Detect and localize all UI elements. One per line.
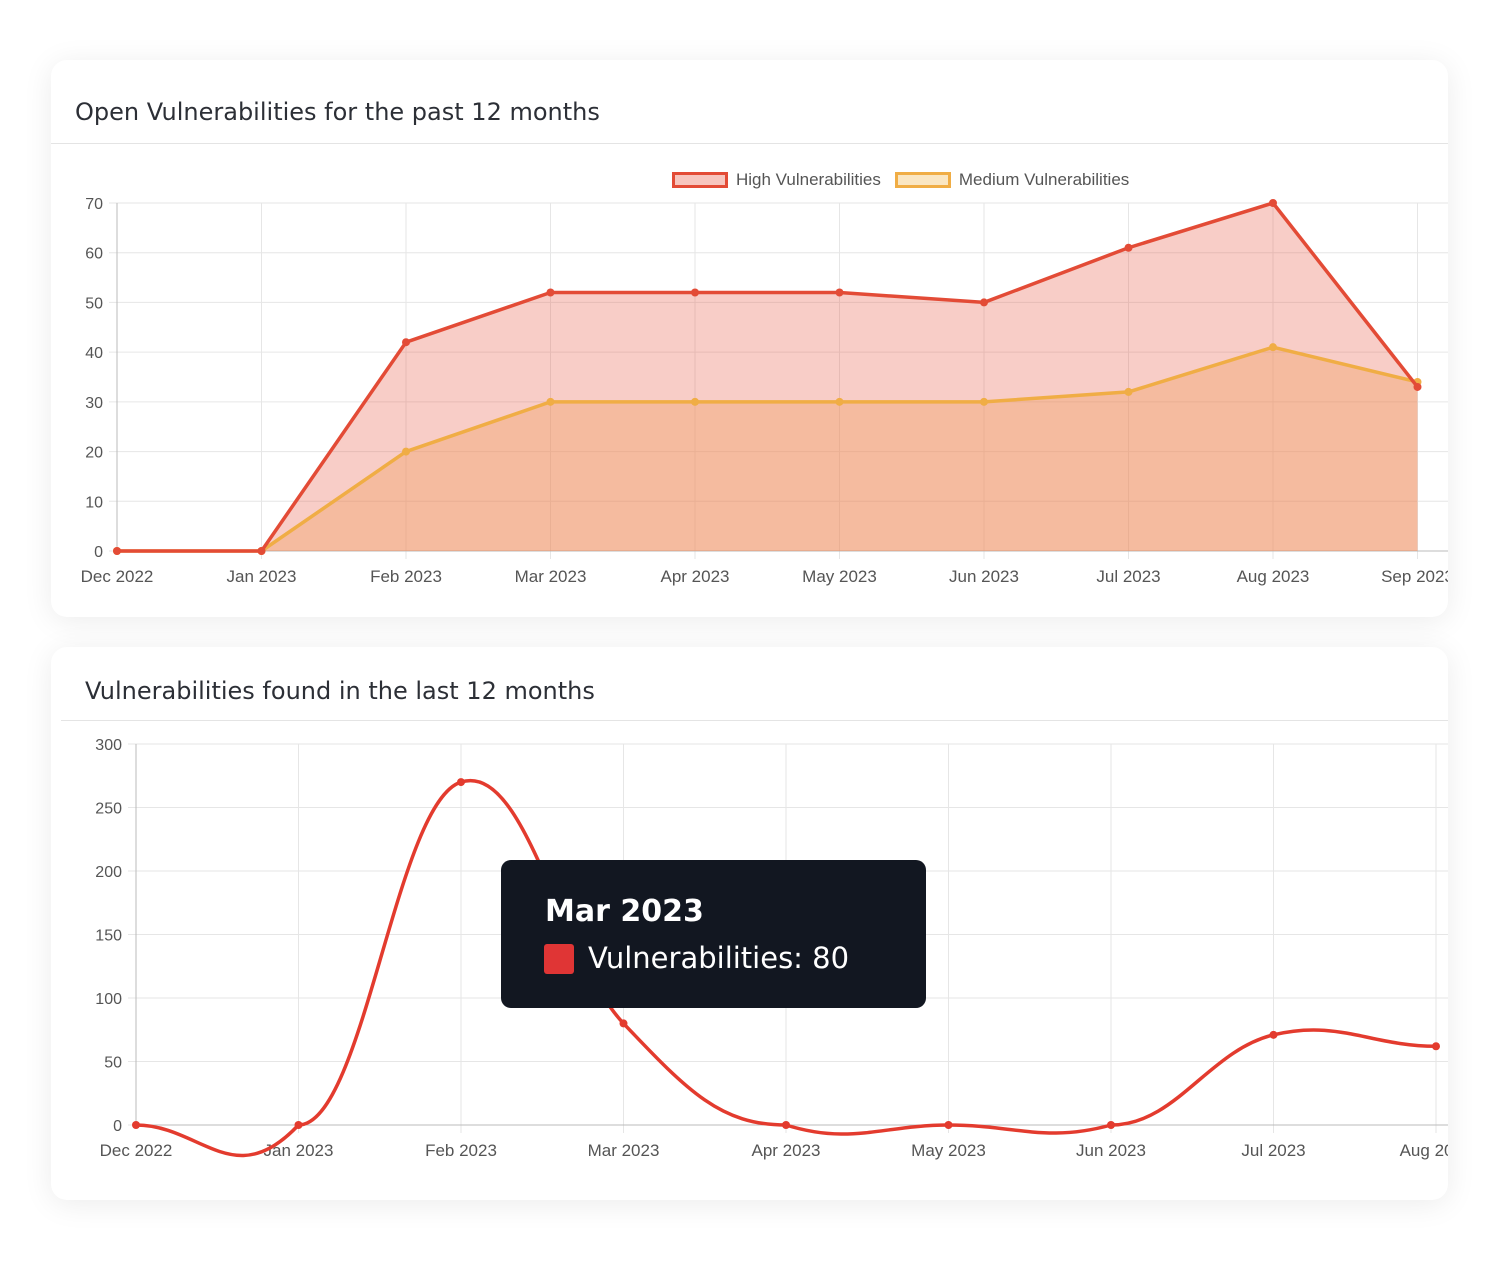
area-fill-medium bbox=[117, 347, 1418, 551]
y-tick-label: 0 bbox=[94, 544, 103, 561]
data-point-high bbox=[1269, 199, 1277, 207]
x-tick-label: Feb 2023 bbox=[370, 567, 442, 586]
x-tick-label: Aug 2023 bbox=[1400, 1141, 1448, 1160]
x-tick-label: Dec 2022 bbox=[81, 567, 154, 586]
tooltip-swatch bbox=[544, 944, 574, 974]
data-point-medium bbox=[835, 397, 844, 406]
x-tick-label: Apr 2023 bbox=[752, 1141, 821, 1160]
legend-label-medium: Medium Vulnerabilities bbox=[958, 170, 1130, 189]
series-line-high bbox=[117, 201, 1419, 553]
y-tick-label: 40 bbox=[85, 345, 103, 362]
y-tick-label: 200 bbox=[95, 864, 122, 881]
data-point-high bbox=[402, 338, 410, 347]
x-tick-label: Jan 2023 bbox=[227, 567, 297, 586]
x-tick-label: Jun 2023 bbox=[1076, 1141, 1146, 1160]
data-point-high bbox=[546, 288, 555, 297]
y-tick-label: 70 bbox=[85, 196, 103, 213]
chart1-title: Open Vulnerabilities for the past 12 mon… bbox=[75, 98, 600, 126]
data-point-vulnerabilities bbox=[782, 1121, 790, 1129]
y-tick-label: 150 bbox=[95, 928, 122, 945]
legend-label-high: High Vulnerabilities bbox=[736, 170, 881, 189]
data-point-vulnerabilities bbox=[1107, 1121, 1115, 1129]
x-tick-label: Sep 2023 bbox=[1381, 567, 1448, 586]
data-point-medium bbox=[980, 397, 988, 406]
open-vulnerabilities-chart: 0 10 20 30 40 50 60 70 Dec 2022 Jan 2023 Feb 2023 M… bbox=[81, 196, 1448, 586]
x-tick-label: Feb 2023 bbox=[425, 1141, 497, 1160]
chart-tooltip: Mar 2023 Vulnerabilities: 80 bbox=[501, 860, 926, 1008]
data-point-medium bbox=[546, 397, 555, 406]
x-tick-label: Dec 2022 bbox=[100, 1141, 173, 1160]
x-tick-label: Aug 2023 bbox=[1237, 567, 1310, 586]
y-tick-label: 0 bbox=[113, 1118, 122, 1135]
data-point-high bbox=[113, 547, 121, 555]
x-tick-label: Jan 2023 bbox=[264, 1141, 334, 1160]
data-point-vulnerabilities bbox=[1269, 1030, 1278, 1039]
data-point-high bbox=[257, 547, 266, 555]
data-point-vulnerabilities bbox=[1432, 1042, 1440, 1051]
chart2-divider bbox=[61, 720, 1448, 721]
data-point-vulnerabilities bbox=[944, 1121, 953, 1129]
legend-item-medium[interactable]: Medium Vulnerabilities bbox=[894, 170, 1130, 190]
data-point-medium bbox=[402, 447, 410, 456]
chart1-legend: High Vulnerabilities Medium Vulnerabilit… bbox=[672, 170, 1143, 190]
data-point-high bbox=[1413, 382, 1422, 391]
data-point-medium bbox=[1124, 387, 1133, 396]
y-tick-label: 300 bbox=[95, 737, 122, 754]
data-point-medium bbox=[691, 397, 699, 406]
y-tick-label: 10 bbox=[85, 494, 103, 511]
x-tick-label: Jul 2023 bbox=[1241, 1141, 1305, 1160]
area-fill-high bbox=[117, 203, 1418, 551]
data-point-high bbox=[980, 298, 988, 307]
x-tick-label: Jun 2023 bbox=[949, 567, 1019, 586]
data-point-vulnerabilities bbox=[132, 1121, 140, 1129]
x-tick-label: Mar 2023 bbox=[515, 567, 587, 586]
x-tick-label: May 2023 bbox=[911, 1141, 986, 1160]
y-tick-label: 50 bbox=[85, 295, 103, 312]
open-vulnerabilities-card: Open Vulnerabilities for the past 12 mon… bbox=[51, 60, 1448, 617]
legend-swatch-high bbox=[672, 172, 728, 188]
data-point-vulnerabilities bbox=[294, 1121, 303, 1129]
tooltip-label: Vulnerabilities: 80 bbox=[588, 941, 850, 975]
y-tick-label: 60 bbox=[85, 246, 103, 263]
chart2-title: Vulnerabilities found in the last 12 mon… bbox=[85, 677, 595, 705]
y-tick-label: 20 bbox=[85, 445, 103, 462]
data-point-high bbox=[1124, 243, 1133, 252]
x-tick-label: Mar 2023 bbox=[588, 1141, 660, 1160]
y-tick-label: 50 bbox=[104, 1055, 122, 1072]
y-tick-label: 100 bbox=[95, 991, 122, 1008]
series-line-medium bbox=[117, 345, 1418, 553]
x-tick-label: May 2023 bbox=[802, 567, 877, 586]
chart1-divider bbox=[51, 143, 1448, 144]
legend-item-high[interactable]: High Vulnerabilities bbox=[672, 170, 881, 190]
x-tick-label: Apr 2023 bbox=[661, 567, 730, 586]
data-point-medium bbox=[1269, 343, 1277, 352]
data-point-vulnerabilities bbox=[457, 778, 465, 787]
data-point-high bbox=[835, 288, 844, 297]
y-tick-label: 250 bbox=[95, 801, 122, 818]
data-point-high bbox=[691, 288, 699, 297]
data-point-vulnerabilities bbox=[619, 1019, 628, 1028]
legend-swatch-medium bbox=[894, 172, 951, 188]
tooltip-title: Mar 2023 bbox=[545, 894, 704, 929]
vulnerabilities-found-chart: 0 50 100 150 200 250 300 Dec 2022 Jan 2023 Feb 20… bbox=[95, 737, 1448, 1160]
series-line-vulnerabilities bbox=[135, 778, 1437, 1158]
x-tick-label: Jul 2023 bbox=[1096, 567, 1160, 586]
y-tick-label: 30 bbox=[85, 395, 103, 412]
